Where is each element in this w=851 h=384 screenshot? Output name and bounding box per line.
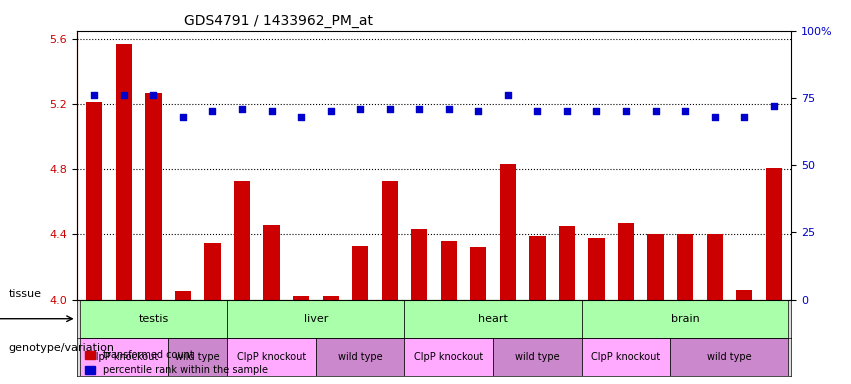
Point [560,108,574,114]
Bar [582,338,671,376]
Bar [671,338,789,376]
Bar [381,180,397,300]
Bar [706,234,722,300]
Bar [559,226,575,300]
Bar [227,338,316,376]
Bar [493,338,582,376]
Bar [316,338,404,376]
Point [117,92,131,98]
Bar [411,230,427,300]
Point [265,108,278,114]
Point [678,108,692,114]
Bar [79,338,168,376]
Point [353,106,367,112]
Text: heart: heart [478,314,508,324]
Text: wild type: wild type [515,352,560,362]
Point [620,108,633,114]
Point [146,92,160,98]
Point [235,106,248,112]
Bar [677,234,694,300]
Text: wild type: wild type [338,352,382,362]
Bar [618,223,634,300]
Text: GDS4791 / 1433962_PM_at: GDS4791 / 1433962_PM_at [184,14,373,28]
Bar [766,167,782,300]
Bar [736,290,752,300]
Bar [174,291,191,300]
Point [737,114,751,120]
Point [590,108,603,114]
Bar [500,164,516,300]
Bar [204,243,220,300]
Text: tissue: tissue [9,289,42,299]
Text: ClpP knockout: ClpP knockout [237,352,306,362]
Point [648,108,662,114]
Point [383,106,397,112]
Text: testis: testis [138,314,168,324]
Text: ClpP knockout: ClpP knockout [89,352,158,362]
Point [294,114,308,120]
Bar [404,338,493,376]
Bar [168,338,227,376]
Bar [116,44,132,300]
Bar [352,246,368,300]
Point [206,108,220,114]
Point [324,108,338,114]
Bar [234,180,250,300]
Point [708,114,722,120]
Bar [404,300,582,338]
Bar [146,93,162,300]
Point [176,114,190,120]
Bar [588,238,604,300]
Bar [529,236,545,300]
Point [530,108,544,114]
Bar [323,296,339,300]
Bar [86,103,102,300]
Point [767,103,780,109]
Text: liver: liver [304,314,328,324]
Bar [293,296,309,300]
Text: wild type: wild type [175,352,220,362]
Text: brain: brain [671,314,700,324]
Bar [582,300,789,338]
Bar [79,300,227,338]
Bar [441,241,457,300]
Point [501,92,515,98]
Point [442,106,455,112]
Text: genotype/variation: genotype/variation [9,343,115,353]
Bar [227,300,404,338]
Legend: transformed count, percentile rank within the sample: transformed count, percentile rank withi… [82,346,271,379]
Text: ClpP knockout: ClpP knockout [591,352,660,362]
Point [413,106,426,112]
Bar [471,247,487,300]
Point [88,92,101,98]
Point [471,108,485,114]
Text: ClpP knockout: ClpP knockout [414,352,483,362]
Bar [648,234,664,300]
Bar [264,225,280,300]
Text: wild type: wild type [707,352,751,362]
